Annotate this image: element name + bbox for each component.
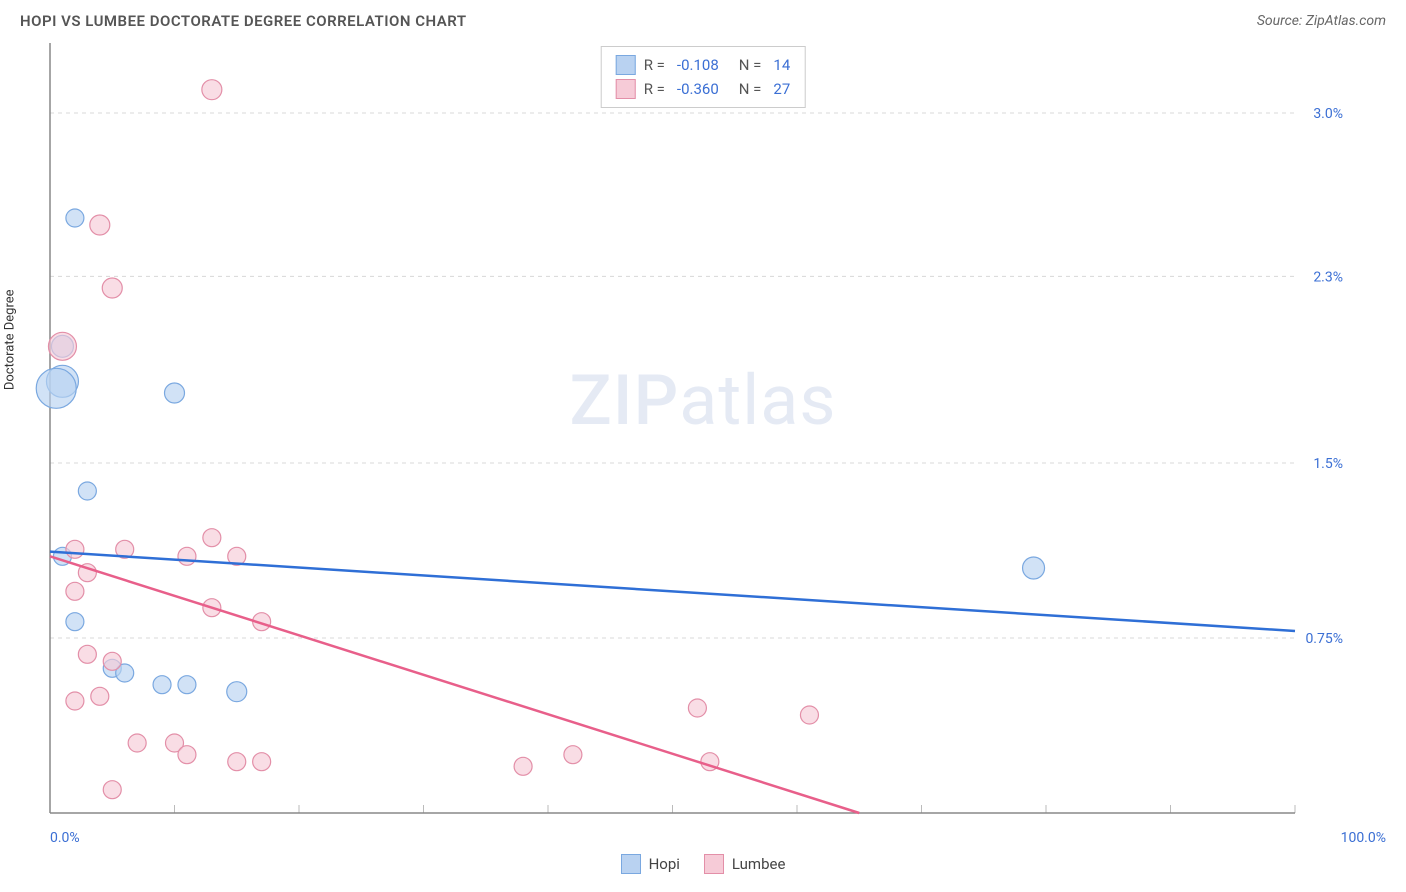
svg-text:1.5%: 1.5%	[1313, 456, 1343, 472]
svg-text:3.0%: 3.0%	[1313, 106, 1343, 122]
legend-item: Hopi	[621, 854, 680, 874]
svg-text:0.75%: 0.75%	[1305, 631, 1343, 647]
x-axis-labels: 0.0% 100.0%	[50, 830, 1386, 850]
chart-container: Doctorate Degree 0.75%1.5%2.3%3.0% ZIPat…	[20, 38, 1386, 828]
legend-stat-row: R =-0.108N =14	[616, 53, 791, 77]
legend-swatch	[616, 79, 636, 99]
legend-swatch	[621, 854, 641, 874]
scatter-plot: 0.75% 1.5% 2.3% 3.0%	[20, 38, 1350, 828]
legend-swatch	[616, 55, 636, 75]
svg-text:2.3%: 2.3%	[1313, 269, 1343, 285]
header: HOPI VS LUMBEE DOCTORATE DEGREE CORRELAT…	[0, 0, 1406, 38]
legend-stats: R =-0.108N =14R =-0.360N =27	[601, 46, 806, 108]
x-min-label: 0.0%	[50, 830, 80, 846]
legend-stat-row: R =-0.360N =27	[616, 77, 791, 101]
legend-swatch	[704, 854, 724, 874]
legend-item: Lumbee	[704, 854, 786, 874]
legend-series: Hopi Lumbee	[0, 854, 1406, 874]
y-axis-label: Doctorate Degree	[3, 289, 18, 390]
source-label: Source: ZipAtlas.com	[1257, 13, 1386, 29]
chart-title: HOPI VS LUMBEE DOCTORATE DEGREE CORRELAT…	[20, 12, 467, 30]
x-max-label: 100.0%	[1341, 830, 1386, 846]
